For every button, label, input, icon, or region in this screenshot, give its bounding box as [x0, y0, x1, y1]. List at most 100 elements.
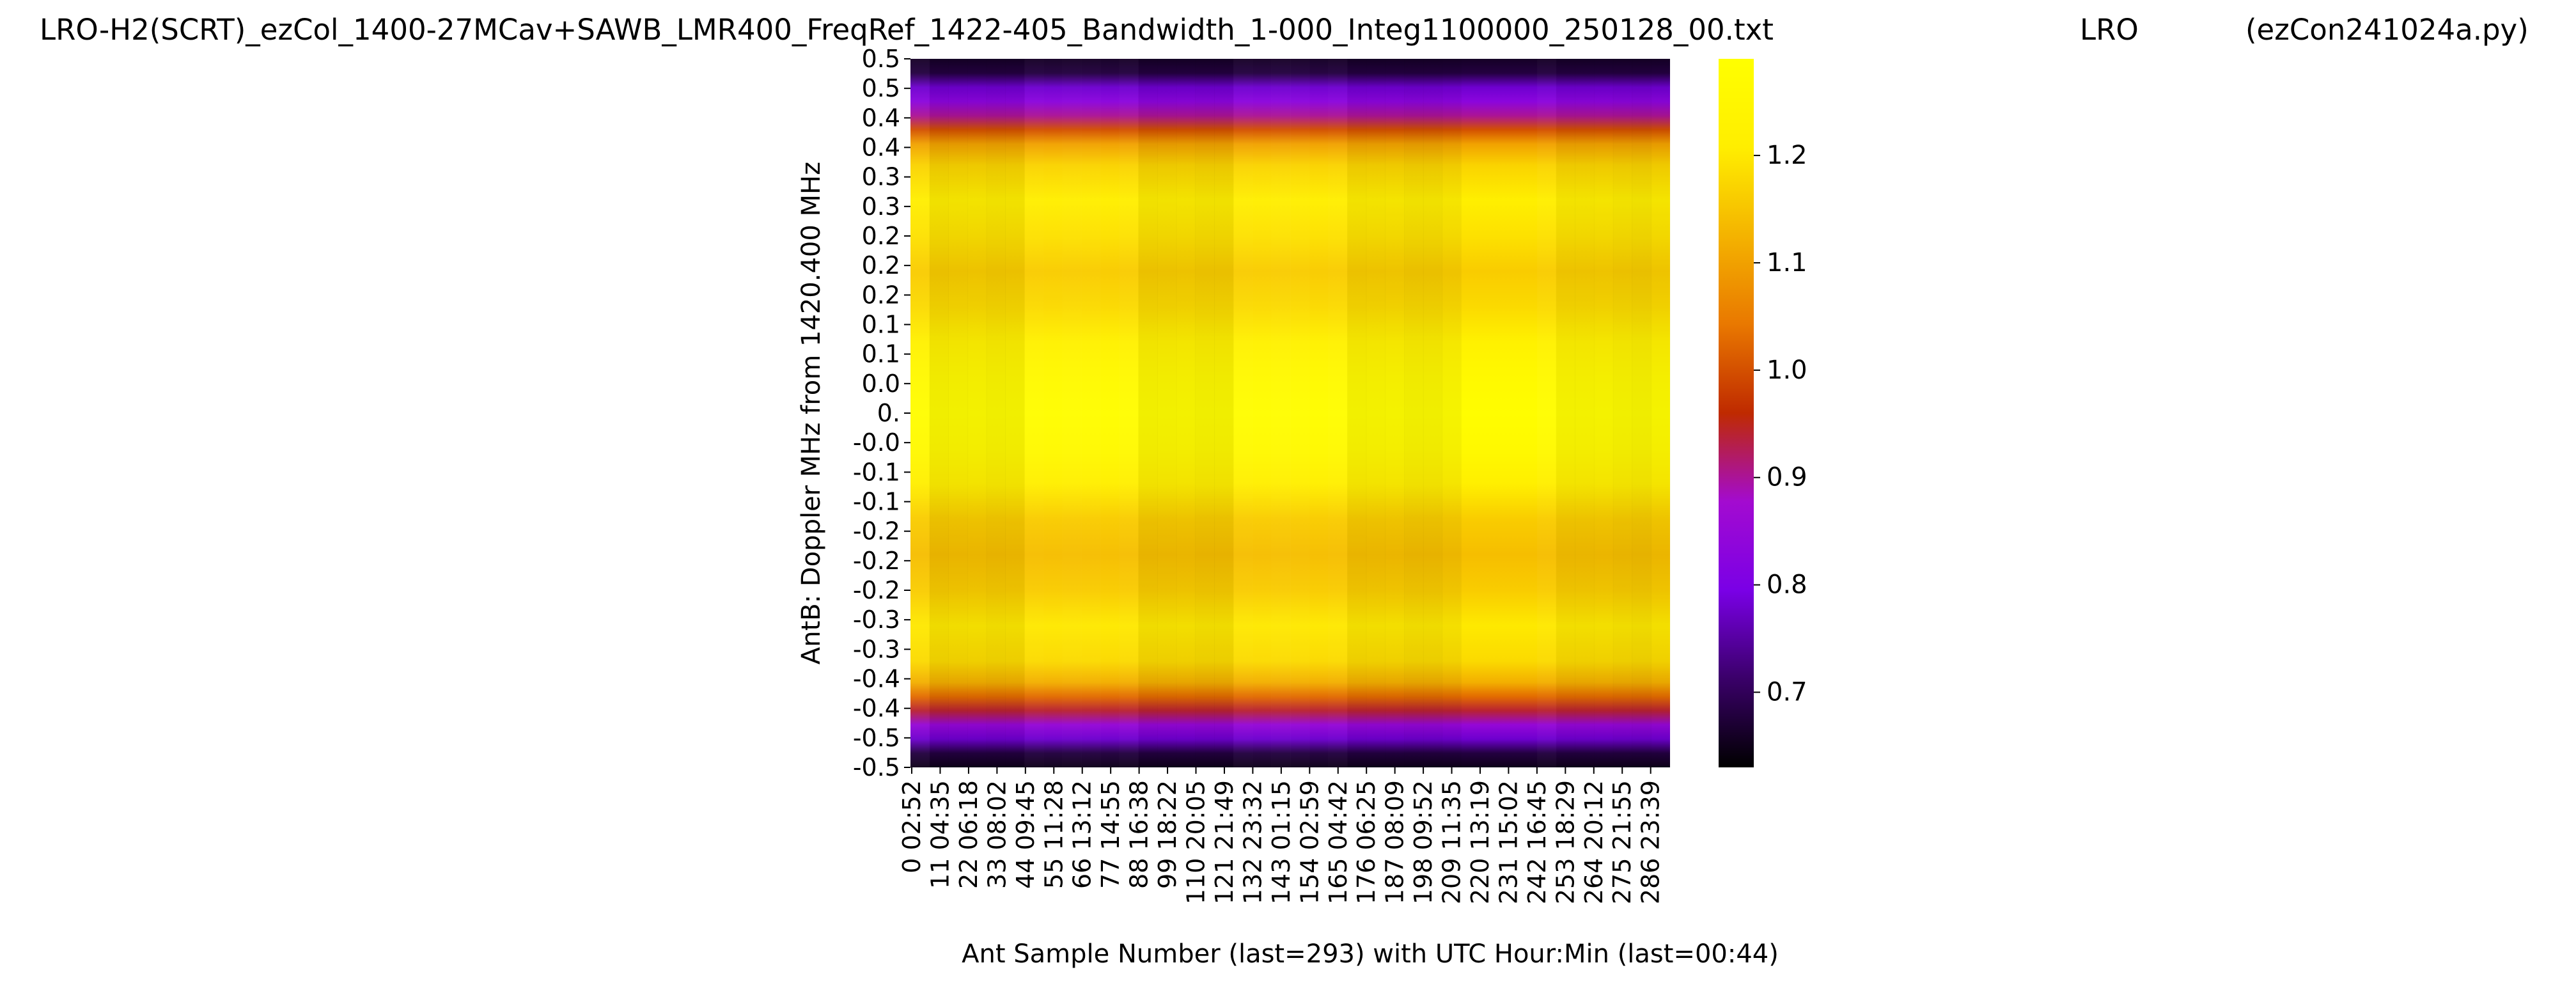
x-tick-label: 275 21:55	[1608, 780, 1636, 904]
x-axis-ticks: 0 02:52 11 04:35 22 06:18 33 08:02 44 09:45 5…	[898, 767, 1665, 904]
heatmap-column-4	[986, 59, 1006, 767]
y-tick-label: 0.3	[862, 163, 900, 191]
y-axis-label: AntB: Doppler MHz from 1420.400 MHz	[797, 162, 826, 664]
y-tick-label: 0.	[877, 399, 900, 427]
heatmap-column-0	[910, 59, 930, 767]
x-tick-label: 110 20:05	[1182, 780, 1210, 904]
y-tick-label: 0.2	[862, 222, 900, 250]
x-tick-label: 88 16:38	[1125, 780, 1153, 889]
x-tick-label: 187 08:09	[1381, 780, 1409, 904]
heatmap-column-26	[1404, 59, 1424, 767]
colorbar	[1719, 59, 1754, 767]
y-tick-label: 0.3	[862, 192, 900, 221]
y-tick-label: -0.5	[853, 724, 900, 752]
heatmap-column-24	[1366, 59, 1386, 767]
heatmap-column-21	[1309, 59, 1329, 767]
heatmap-column-22	[1328, 59, 1347, 767]
y-tick-label: 0.1	[862, 340, 900, 368]
heatmap-plot	[910, 59, 1670, 767]
heatmap-column-3	[967, 59, 987, 767]
y-tick-label: 0.4	[862, 134, 900, 162]
heatmap-column-23	[1347, 59, 1367, 767]
x-tick-label: 143 01:15	[1267, 780, 1295, 904]
x-tick-label: 165 04:42	[1324, 780, 1352, 904]
y-tick-label: -0.2	[853, 547, 900, 575]
heatmap-column-25	[1385, 59, 1405, 767]
heatmap-column-7	[1043, 59, 1063, 767]
y-tick-label: -0.4	[853, 694, 900, 723]
x-tick-label: 231 15:02	[1494, 780, 1522, 904]
x-tick-label: 55 11:28	[1040, 780, 1068, 889]
y-tick-label: 0.2	[862, 251, 900, 279]
x-tick-label: 66 13:12	[1068, 780, 1097, 889]
x-tick-label: 220 13:19	[1466, 780, 1494, 904]
x-tick-label: 22 06:18	[955, 780, 983, 889]
y-tick-label: -0.1	[853, 458, 900, 486]
colorbar-tick-label: 1.2	[1767, 141, 1807, 170]
y-tick-label: -0.3	[853, 635, 900, 663]
y-tick-label: -0.0	[853, 428, 900, 457]
heatmap-column-34	[1556, 59, 1575, 767]
y-tick-label: 0.1	[862, 311, 900, 339]
x-tick-label: 253 18:29	[1551, 780, 1579, 904]
heatmap-column-15	[1195, 59, 1215, 767]
heatmap-column-2	[948, 59, 968, 767]
colorbar-tick-label: 1.0	[1767, 356, 1807, 385]
x-tick-label: 77 14:55	[1097, 780, 1125, 889]
colorbar-tick-label: 0.7	[1767, 677, 1807, 707]
y-tick-label: 0.2	[862, 281, 900, 309]
heatmap-column-20	[1290, 59, 1309, 767]
x-tick-label: 176 06:25	[1352, 780, 1380, 904]
x-tick-label: 132 23:32	[1238, 780, 1267, 904]
heatmap-column-14	[1176, 59, 1196, 767]
heatmap-column-28	[1442, 59, 1462, 767]
colorbar-tick-label: 0.8	[1767, 570, 1807, 600]
heatmap-column-39	[1651, 59, 1671, 767]
heatmap-column-19	[1271, 59, 1290, 767]
heatmap-column-variation	[910, 59, 1671, 767]
heatmap-column-12	[1138, 59, 1158, 767]
x-tick-label: 264 20:12	[1580, 780, 1608, 904]
heatmap-column-35	[1575, 59, 1595, 767]
colorbar-ticks: 0.7 0.8 0.9 1.0 1.1 1.2	[1754, 141, 1807, 707]
heatmap-column-16	[1214, 59, 1234, 767]
y-axis-ticks: 0.50.50.40.40.30.30.20.20.20.10.10.00.-0…	[853, 45, 910, 781]
heatmap-column-36	[1594, 59, 1614, 767]
heatmap-column-38	[1632, 59, 1651, 767]
x-tick-label: 0 02:52	[898, 780, 926, 874]
chart-title-left: LRO-H2(SCRT)_ezCol_1400-27MCav+SAWB_LMR4…	[40, 13, 1774, 47]
chart-title-right: (ezCon241024a.py)	[2245, 13, 2529, 47]
y-tick-label: -0.2	[853, 576, 900, 604]
x-tick-label: 198 09:52	[1409, 780, 1437, 904]
heatmap-column-8	[1063, 59, 1082, 767]
y-tick-label: 0.4	[862, 104, 900, 132]
x-tick-label: 33 08:02	[983, 780, 1011, 889]
y-tick-label: -0.3	[853, 606, 900, 634]
y-tick-label: 0.5	[862, 45, 900, 73]
heatmap-column-27	[1423, 59, 1443, 767]
heatmap-column-10	[1100, 59, 1120, 767]
heatmap-column-1	[929, 59, 949, 767]
heatmap-column-9	[1081, 59, 1100, 767]
colorbar-tick-label: 0.9	[1767, 463, 1807, 492]
heatmap-column-17	[1233, 59, 1253, 767]
heatmap-column-18	[1253, 59, 1272, 767]
y-tick-label: -0.2	[853, 517, 900, 545]
x-tick-label: 286 23:39	[1637, 780, 1665, 904]
y-tick-label: -0.5	[853, 753, 900, 781]
y-tick-label: 0.5	[862, 74, 900, 102]
heatmap-column-6	[1024, 59, 1043, 767]
x-axis-label: Ant Sample Number (last=293) with UTC Ho…	[962, 939, 1779, 969]
heatmap-column-13	[1157, 59, 1177, 767]
x-tick-label: 242 16:45	[1523, 780, 1551, 904]
x-tick-label: 121 21:49	[1210, 780, 1238, 904]
x-tick-label: 154 02:59	[1295, 780, 1323, 904]
heatmap-column-11	[1120, 59, 1139, 767]
heatmap-column-37	[1612, 59, 1633, 767]
x-tick-label: 209 11:35	[1438, 780, 1466, 904]
y-tick-label: -0.1	[853, 488, 900, 516]
x-tick-label: 99 18:22	[1153, 780, 1182, 889]
heatmap-column-5	[1005, 59, 1025, 767]
colorbar-tick-label: 1.1	[1767, 248, 1807, 278]
